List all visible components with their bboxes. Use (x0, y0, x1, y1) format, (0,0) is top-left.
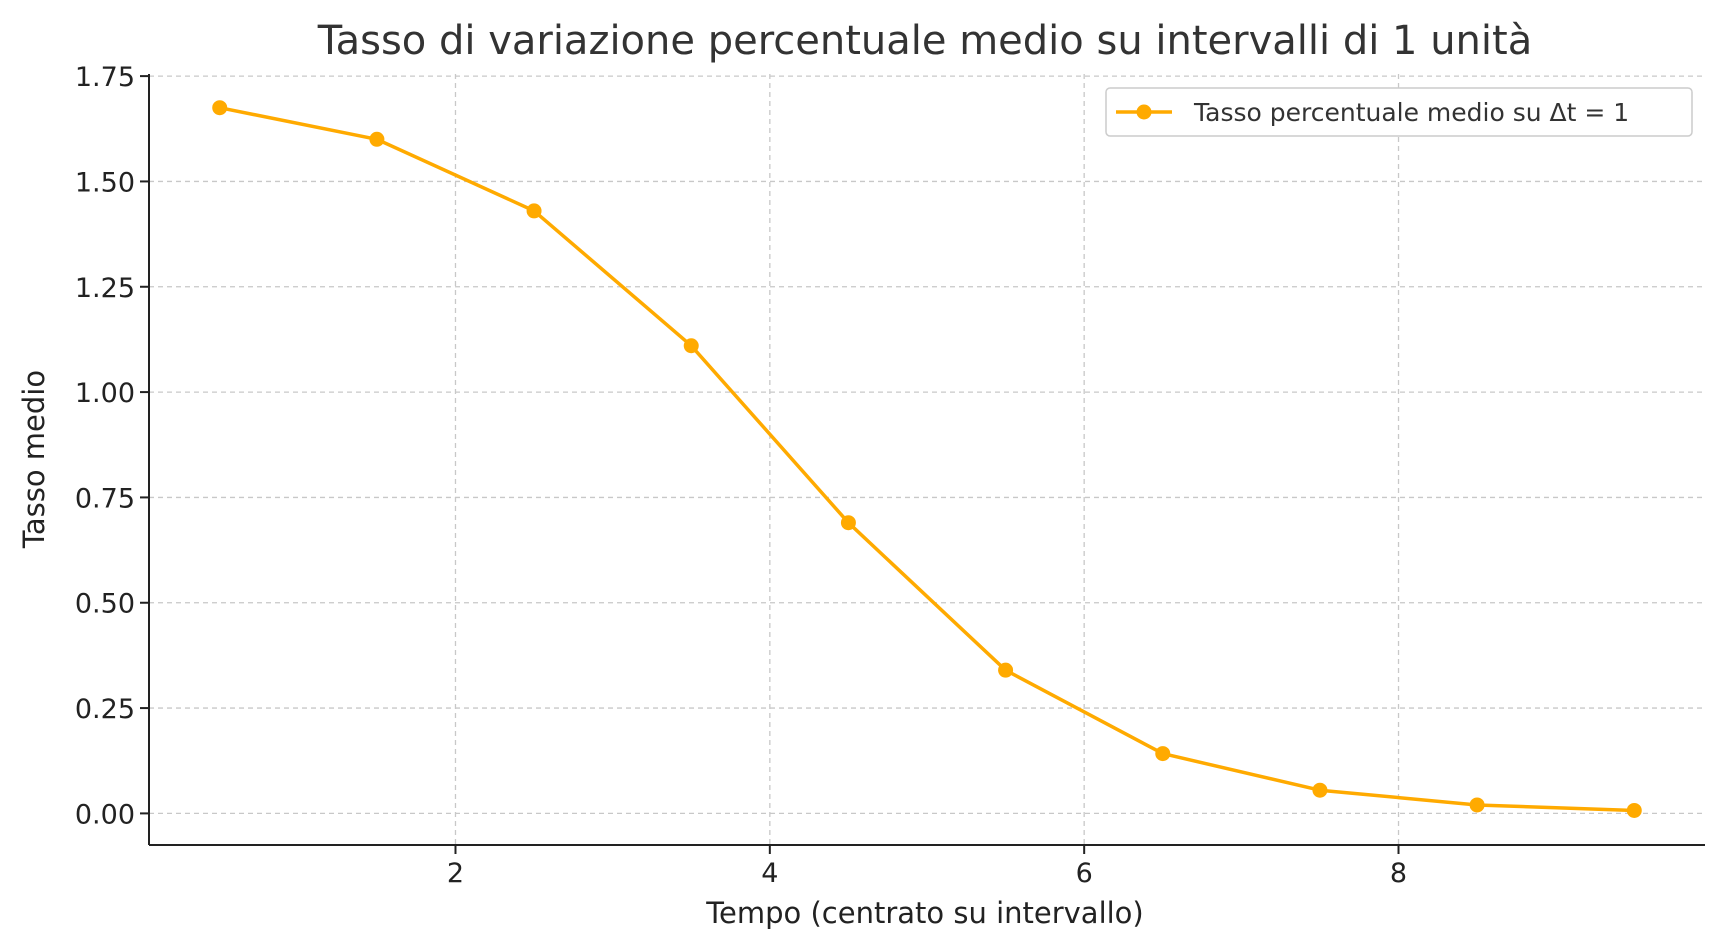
data-point (212, 100, 228, 116)
ticks-layer: 0.00 0.25 0.50 0.75 1.00 1.25 1.50 1.75 2 4 6 8 (75, 62, 1407, 889)
series-layer (212, 100, 1642, 818)
y-axis-label: Tasso medio (17, 370, 51, 549)
y-tick-label: 1.00 (75, 378, 135, 409)
x-axis-label: Tempo (centrato su intervallo) (705, 896, 1144, 930)
series-line (219, 105, 1635, 813)
data-point (1155, 746, 1171, 762)
chart-title: Tasso di variazione percentuale medio su… (317, 18, 1532, 64)
y-tick-label: 1.50 (75, 167, 135, 198)
y-tick-label: 0.25 (75, 694, 135, 725)
axes-spines (148, 74, 1705, 846)
legend: Tasso percentuale medio su Δt = 1 (1105, 87, 1693, 137)
legend-entry-label: Tasso percentuale medio su Δt = 1 (1193, 98, 1629, 127)
x-tick-label: 6 (1076, 858, 1093, 889)
y-tick-label: 1.25 (75, 273, 135, 304)
y-tick-label: 0.75 (75, 483, 135, 514)
y-tick-label: 0.00 (75, 799, 135, 830)
grid-layer (149, 74, 1705, 845)
y-tick-label: 0.50 (75, 589, 135, 620)
data-point (683, 338, 699, 354)
x-tick-label: 2 (447, 858, 464, 889)
legend-frame (1105, 87, 1693, 137)
data-point (840, 515, 856, 531)
data-point (526, 203, 542, 219)
y-tick-label: 1.75 (75, 62, 135, 93)
legend-marker-swatch (1136, 104, 1152, 120)
data-point (998, 662, 1014, 678)
data-point (369, 131, 385, 147)
data-point (1312, 782, 1328, 798)
data-point (1469, 797, 1485, 813)
x-tick-label: 8 (1390, 858, 1407, 889)
x-tick-label: 4 (761, 858, 778, 889)
data-point (1626, 802, 1642, 818)
